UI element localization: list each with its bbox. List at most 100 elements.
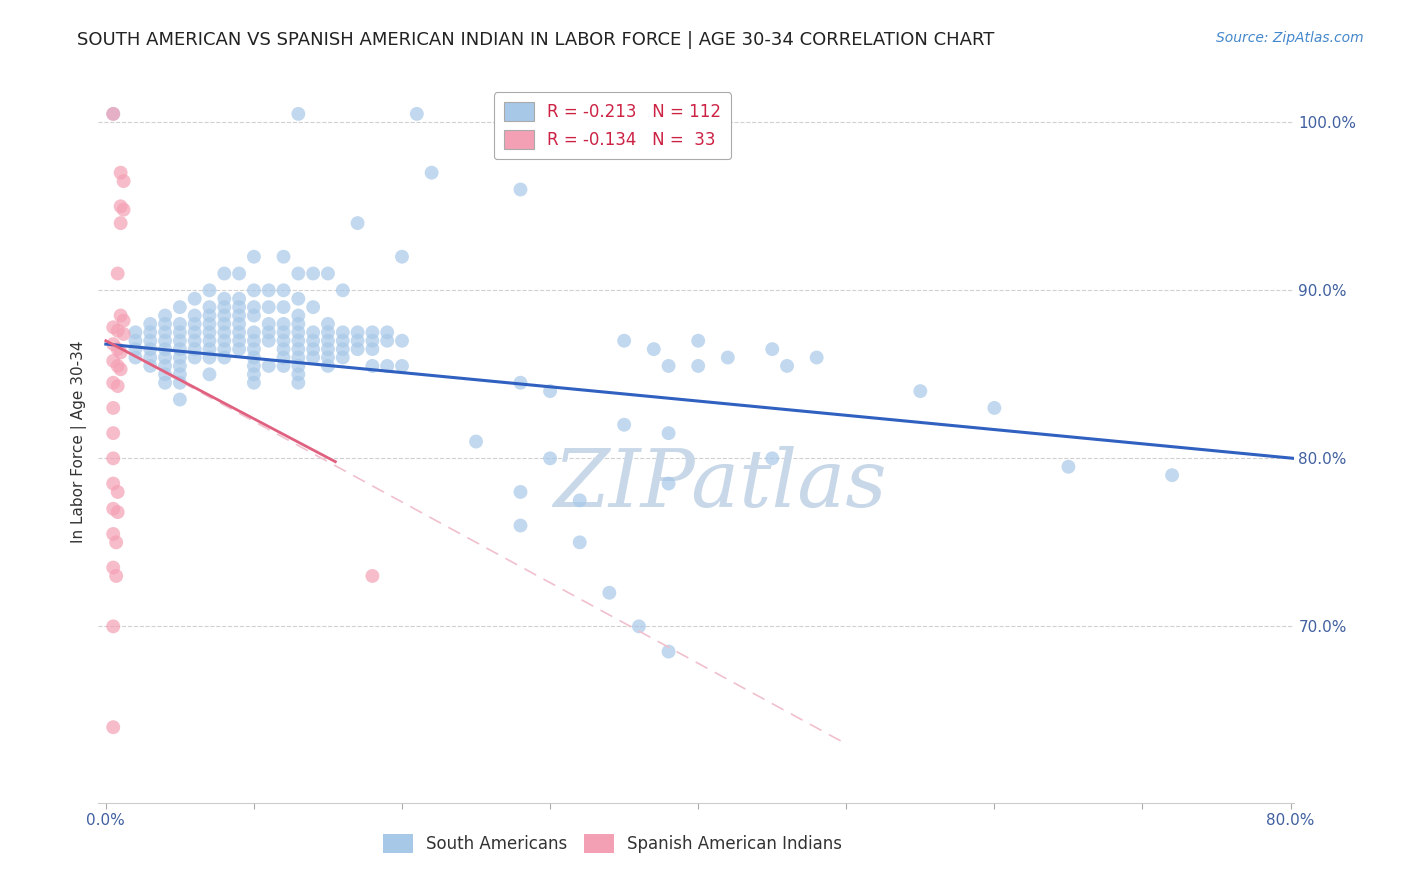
Point (346, 342, 368, 356)
Point (183, 317, 205, 331)
Point (391, 250, 413, 264)
Point (688, 359, 710, 373)
Point (717, 351, 740, 365)
Point (375, 326, 398, 340)
Point (198, 334, 221, 348)
Point (105, 569, 128, 583)
Point (103, 501, 125, 516)
Point (110, 345, 132, 359)
Point (658, 476, 681, 491)
Point (153, 309, 176, 323)
Point (346, 334, 368, 348)
Point (361, 569, 384, 583)
Point (169, 342, 191, 356)
Point (103, 560, 125, 574)
Point (214, 342, 236, 356)
Point (509, 376, 531, 390)
Point (509, 182, 531, 196)
Point (627, 619, 650, 633)
Point (316, 359, 339, 373)
Point (243, 368, 266, 382)
Point (287, 317, 309, 331)
Point (183, 309, 205, 323)
Point (107, 267, 129, 281)
Point (361, 359, 384, 373)
Point (214, 267, 236, 281)
Point (139, 359, 162, 373)
Point (103, 401, 125, 415)
Point (103, 107, 125, 121)
Point (316, 317, 339, 331)
Point (405, 107, 427, 121)
Point (391, 359, 413, 373)
Point (107, 505, 129, 519)
Point (112, 202, 135, 217)
Point (153, 359, 176, 373)
Point (228, 317, 250, 331)
Point (391, 334, 413, 348)
Point (346, 326, 368, 340)
Point (169, 359, 191, 373)
Point (302, 351, 325, 365)
Point (273, 342, 295, 356)
Point (198, 342, 221, 356)
Point (316, 334, 339, 348)
Point (214, 351, 236, 365)
Point (228, 267, 250, 281)
Point (688, 334, 710, 348)
Point (183, 326, 205, 340)
Point (243, 351, 266, 365)
Point (103, 354, 125, 368)
Point (243, 334, 266, 348)
Point (287, 342, 309, 356)
Point (243, 342, 266, 356)
Point (243, 309, 266, 323)
Y-axis label: In Labor Force | Age 30-34: In Labor Force | Age 30-34 (72, 340, 87, 543)
Point (112, 326, 135, 341)
Point (110, 216, 132, 230)
Point (107, 342, 129, 356)
Point (139, 351, 162, 365)
Point (107, 359, 129, 373)
Point (183, 351, 205, 365)
Text: SOUTH AMERICAN VS SPANISH AMERICAN INDIAN IN LABOR FORCE | AGE 30-34 CORRELATION: SOUTH AMERICAN VS SPANISH AMERICAN INDIA… (77, 31, 994, 49)
Point (302, 300, 325, 314)
Point (1161, 468, 1184, 483)
Point (613, 334, 636, 348)
Point (658, 359, 681, 373)
Point (110, 362, 132, 376)
Point (598, 586, 620, 600)
Point (198, 283, 221, 297)
Point (316, 342, 339, 356)
Point (112, 174, 135, 188)
Point (228, 292, 250, 306)
Point (302, 334, 325, 348)
Point (538, 384, 561, 398)
Point (139, 334, 162, 348)
Point (568, 535, 591, 549)
Point (169, 368, 191, 382)
Point (139, 326, 162, 340)
Point (169, 326, 191, 340)
Point (420, 166, 443, 180)
Point (243, 300, 266, 314)
Point (153, 334, 176, 348)
Point (153, 376, 176, 390)
Point (257, 334, 280, 348)
Point (228, 309, 250, 323)
Point (124, 342, 146, 356)
Point (243, 250, 266, 264)
Point (169, 376, 191, 390)
Point (375, 359, 398, 373)
Point (103, 619, 125, 633)
Point (287, 107, 309, 121)
Point (346, 216, 368, 230)
Point (103, 426, 125, 441)
Point (465, 434, 488, 449)
Point (273, 334, 295, 348)
Point (273, 351, 295, 365)
Point (273, 326, 295, 340)
Point (983, 401, 1005, 415)
Point (107, 324, 129, 338)
Point (257, 300, 280, 314)
